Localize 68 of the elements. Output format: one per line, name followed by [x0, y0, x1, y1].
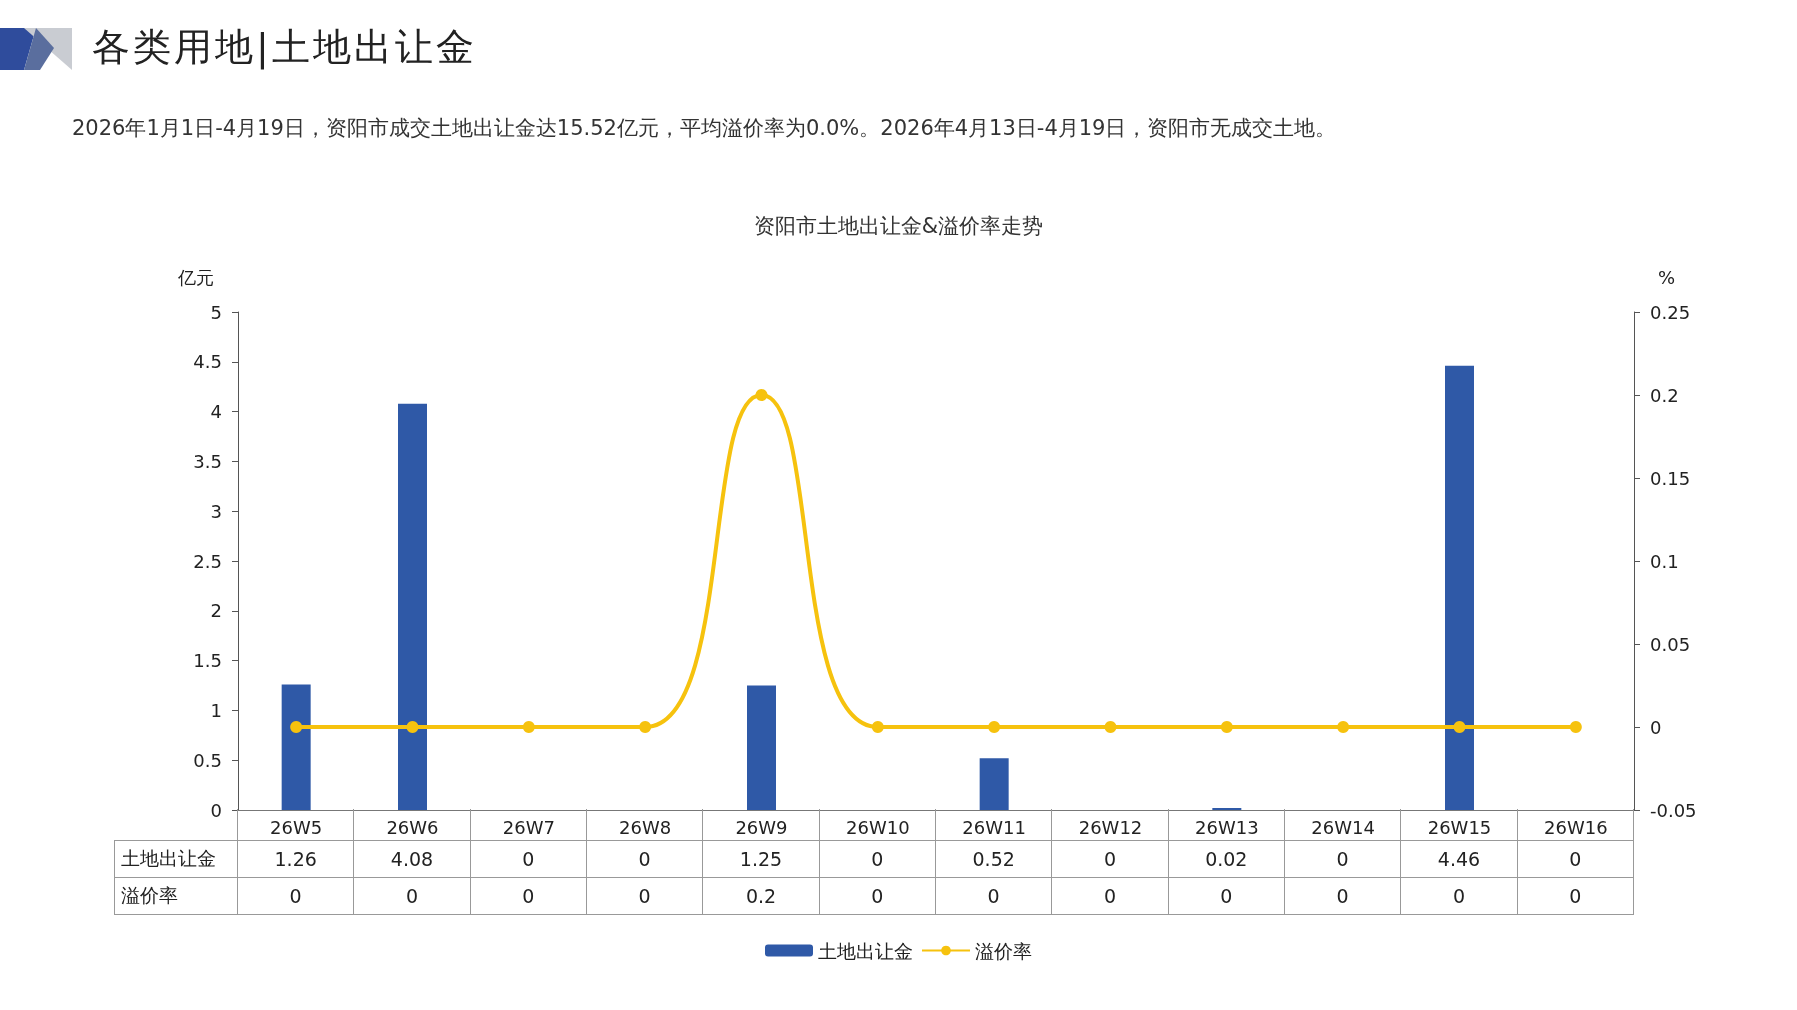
- x-tick-label: 26W10: [846, 816, 910, 838]
- y-tick-label: 3.5: [193, 450, 222, 472]
- y-tick-label: 4: [210, 401, 222, 423]
- x-tick-label: 26W6: [386, 816, 439, 838]
- y2-tick-label: -0.05: [1650, 799, 1697, 821]
- x-tick-label: 26W7: [502, 816, 555, 838]
- data-label: 0: [586, 877, 704, 915]
- x-tick-label: 26W5: [270, 816, 323, 838]
- y-tick-label: 2: [210, 600, 222, 622]
- data-label: 0: [1051, 877, 1169, 915]
- y-tick-label: 2.5: [193, 550, 222, 572]
- x-tick-label: 26W15: [1427, 816, 1492, 838]
- bar: [1445, 365, 1474, 810]
- data-label: 0: [469, 840, 587, 878]
- y-tick-label: 1.5: [193, 650, 222, 672]
- bar: [398, 403, 427, 810]
- legend-label: 土地出让金: [818, 939, 913, 962]
- y2-tick-label: 0.2: [1650, 384, 1679, 406]
- data-label: 0: [818, 840, 936, 878]
- y2-tick-label: 0.25: [1650, 301, 1691, 323]
- data-label: 4.08: [353, 840, 471, 878]
- data-label: 0: [1516, 840, 1634, 878]
- x-tick-label: 26W16: [1544, 816, 1608, 838]
- legend-label: 溢价率: [975, 939, 1032, 962]
- data-label: 0: [1284, 840, 1402, 878]
- x-tick-label: 26W11: [962, 816, 1026, 838]
- x-tick-label: 26W8: [619, 816, 672, 838]
- data-label: 0: [818, 877, 936, 915]
- y-tick-label: 1: [210, 699, 222, 721]
- data-label: 1.26: [237, 840, 355, 878]
- text: 溢价率: [121, 884, 178, 906]
- y-tick-label: 0: [210, 799, 222, 821]
- y2-tick-label: 0.1: [1650, 550, 1679, 572]
- data-label: 4.46: [1400, 840, 1518, 878]
- x-tick-label: 26W13: [1195, 816, 1259, 838]
- y2-axis-title: %: [1658, 266, 1676, 288]
- bar: [747, 685, 776, 810]
- x-tick-label: 26W9: [735, 816, 788, 838]
- text: 土地出让金: [121, 847, 216, 869]
- data-label: 0.52: [935, 840, 1053, 878]
- y-tick-label: 3: [210, 500, 222, 522]
- data-label: 0: [1284, 877, 1402, 915]
- data-label: 0: [353, 877, 471, 915]
- bar: [979, 758, 1009, 810]
- chart-title: 各类用地|土地出让金: [92, 24, 477, 72]
- data-label: 0: [935, 877, 1053, 915]
- bar: [281, 684, 311, 810]
- x-tick-label: 26W12: [1078, 816, 1143, 838]
- y-tick-label: 5: [210, 301, 222, 323]
- y-axis-title: 亿元: [177, 266, 214, 288]
- y2-tick-label: 0.05: [1650, 633, 1691, 655]
- chart-subtitle: 2026年1月1日-4月19日，资阳市成交土地出让金达15.52亿元，平均溢价率为0.0%。2026年4月13日-4月19日，资阳市无成交土地。: [72, 115, 1337, 142]
- data-label: 1.25: [702, 840, 820, 878]
- data-label: 0.02: [1167, 840, 1285, 878]
- y-tick-label: 4.5: [193, 351, 222, 373]
- y2-tick-label: 0.15: [1650, 467, 1691, 489]
- data-label: 0: [1051, 840, 1169, 878]
- data-label: 0: [1516, 877, 1634, 915]
- data-label: 0: [1167, 877, 1285, 915]
- data-label: 0: [1400, 877, 1518, 915]
- text: 资阳市土地出让金&溢价率走势: [753, 213, 1044, 238]
- data-label: 0: [237, 877, 355, 915]
- data-label: 0: [469, 877, 587, 915]
- data-label: 0: [586, 840, 704, 878]
- data-label: 0.2: [702, 877, 820, 915]
- y2-tick-label: 0: [1650, 716, 1662, 738]
- y-tick-label: 0.5: [193, 749, 222, 771]
- x-tick-label: 26W14: [1311, 816, 1375, 838]
